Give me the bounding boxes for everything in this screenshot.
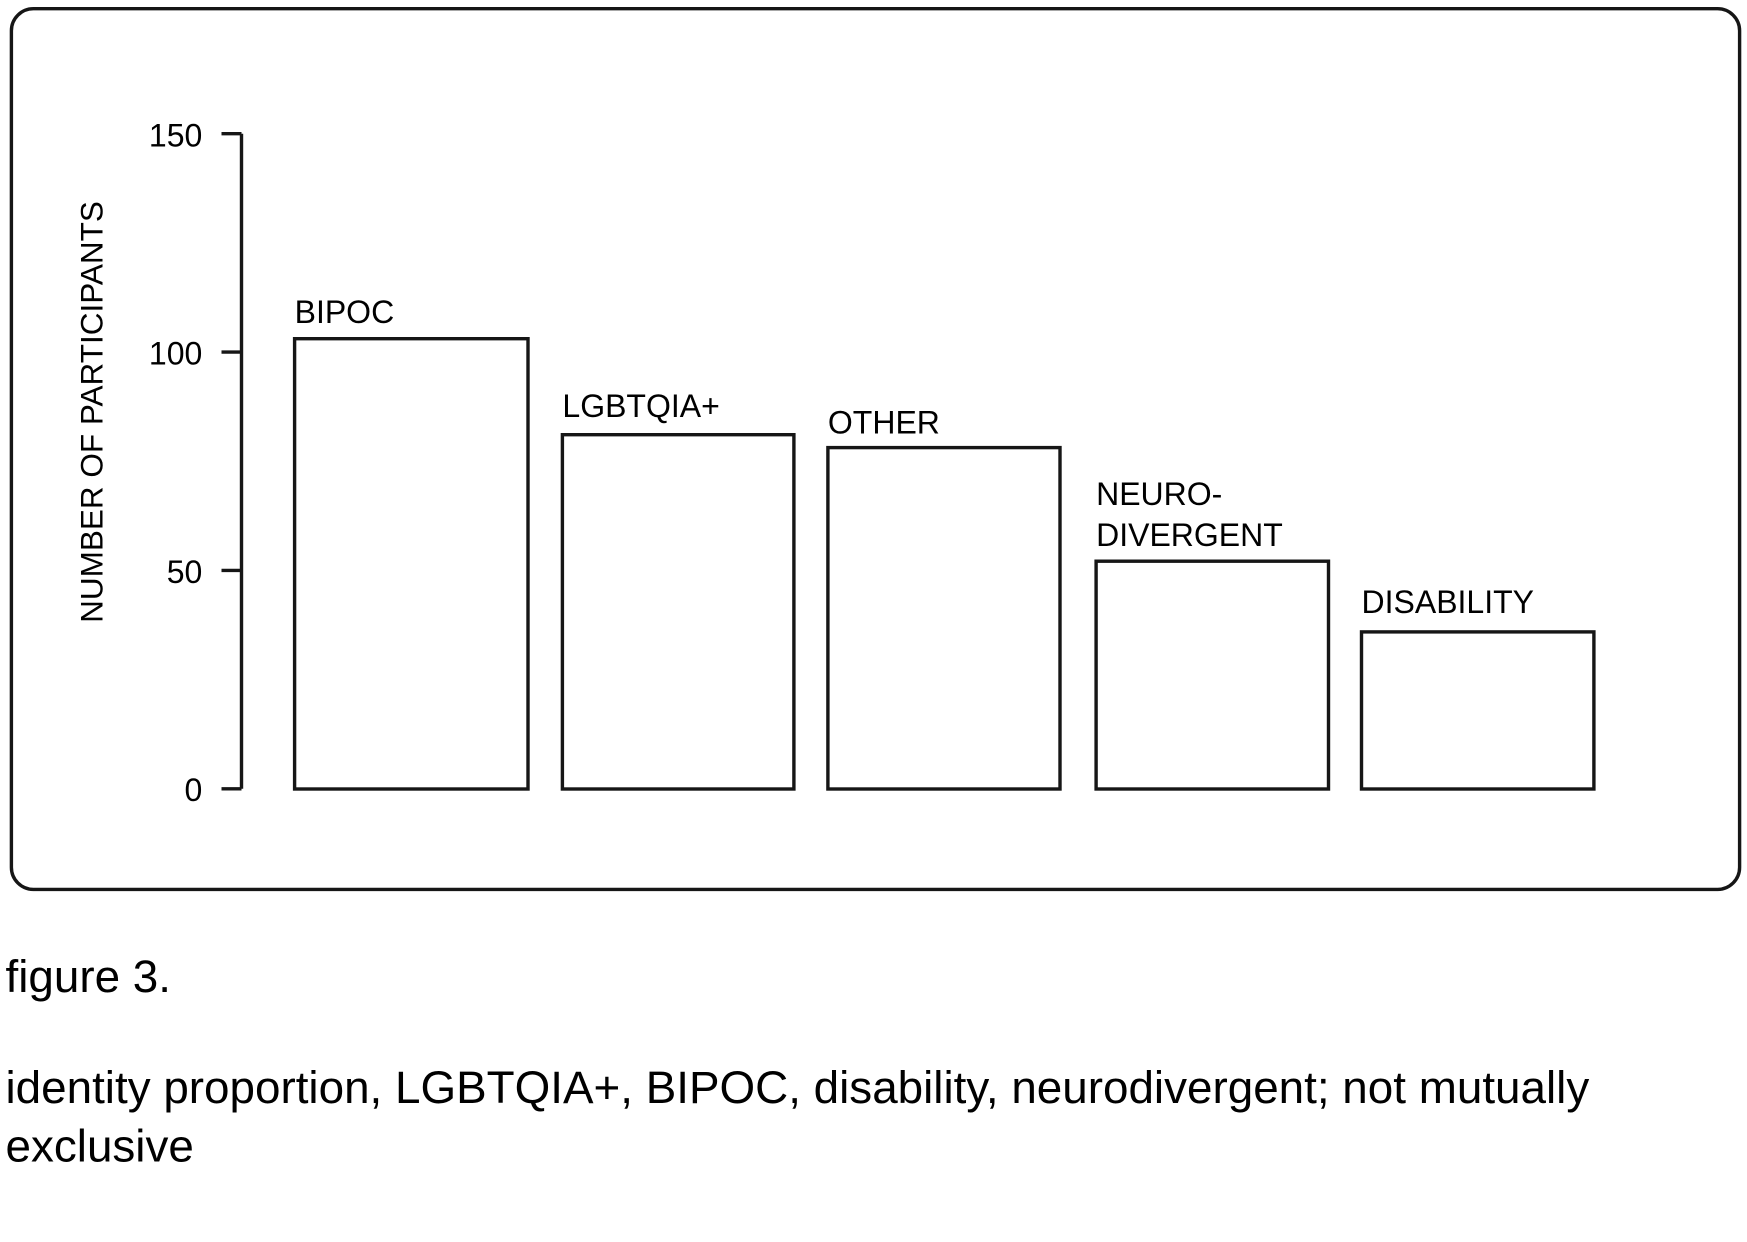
svg-text:identity proportion, LGBTQIA+,: identity proportion, LGBTQIA+, BIPOC, di… <box>6 1062 1590 1113</box>
svg-text:exclusive: exclusive <box>6 1120 194 1171</box>
svg-text:OTHER: OTHER <box>828 404 940 440</box>
svg-text:LGBTQIA+: LGBTQIA+ <box>562 388 719 424</box>
svg-text:DISABILITY: DISABILITY <box>1362 584 1535 620</box>
svg-text:50: 50 <box>167 554 203 590</box>
svg-text:NEURO-: NEURO- <box>1096 476 1222 512</box>
svg-text:0: 0 <box>185 772 203 808</box>
svg-text:100: 100 <box>149 336 202 372</box>
svg-text:150: 150 <box>149 117 202 153</box>
svg-text:BIPOC: BIPOC <box>295 294 395 330</box>
svg-text:figure 3.: figure 3. <box>6 951 171 1002</box>
svg-text:DIVERGENT: DIVERGENT <box>1096 517 1283 553</box>
svg-text:NUMBER OF PARTICIPANTS: NUMBER OF PARTICIPANTS <box>74 201 110 623</box>
